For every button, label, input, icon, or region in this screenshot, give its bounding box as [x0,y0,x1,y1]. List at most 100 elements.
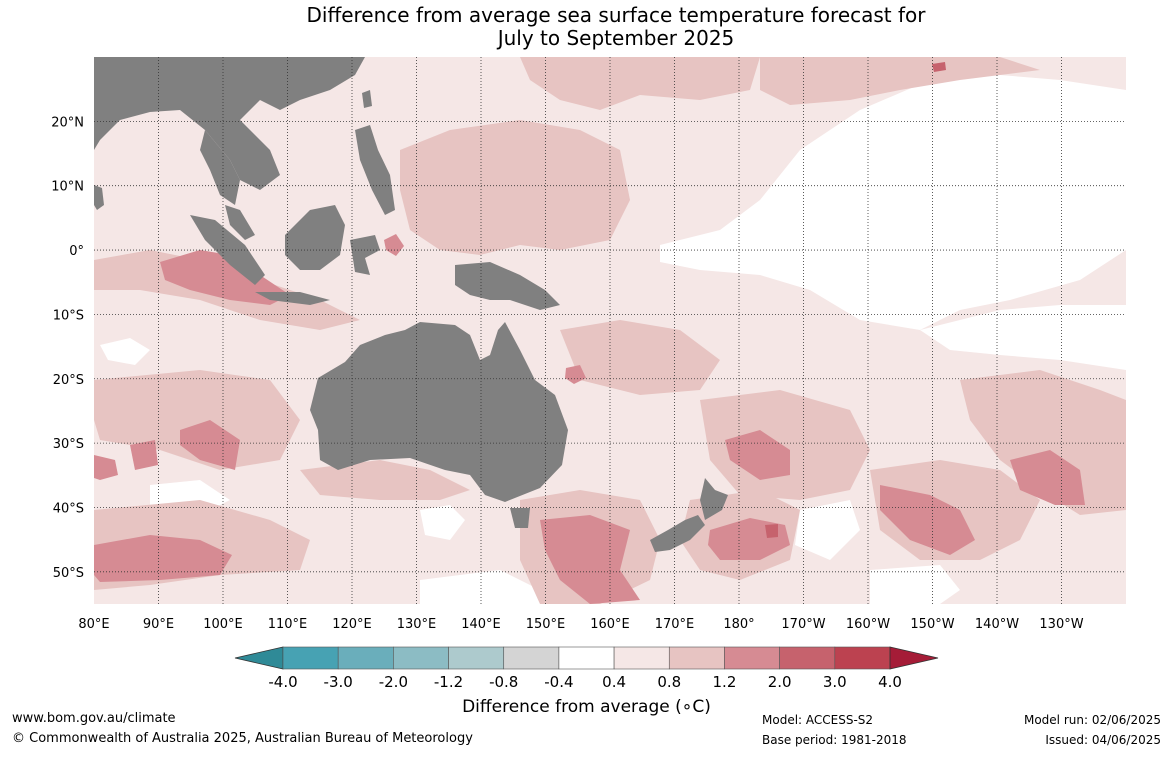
chart-title: Difference from average sea surface temp… [0,4,1173,50]
x-tick-label: 130°E [397,617,437,632]
y-tick-label: 40°S [53,501,84,516]
x-tick-label: 130°W [1039,617,1083,632]
land-sumatra [190,215,265,285]
colorbar-tick-label: -0.4 [544,673,573,691]
anomaly-region-coral-sea [560,320,720,395]
anomaly-region-tasman-sea-warm-patch [540,515,640,604]
anomaly-region-south-pacific-warm-patch [880,485,975,555]
colorbar-tick-labels: -4.0 -3.0 -2.0 -1.2 -0.8 -0.4 0.4 0.8 1.2 2.0 3.0 4… [268,673,902,691]
x-tick-label: 120°E [332,617,372,632]
x-tick-label: 160°E [590,617,630,632]
land-asia [94,57,365,190]
anomaly-region-south-pacific-warm-patch-2 [1010,450,1085,505]
land-sulawesi [350,235,380,275]
y-tick-label: 50°S [53,566,84,581]
colorbar-tick-label: 0.4 [602,673,626,691]
anomaly-region-neutral-south-1 [420,505,465,540]
colorbar-swatch [448,646,505,670]
anomaly-region-indonesia-warm-patch [160,250,290,305]
land-tasmania [510,508,530,528]
land-java [255,292,330,305]
anomaly-region-indian-warm-small-3 [130,440,158,470]
x-tick-label: 180° [723,617,754,632]
colorbar-tick-label: -4.0 [268,673,297,691]
colorbar-extend-low [234,646,284,670]
y-tick-label: 20°S [53,373,84,388]
colorbar-tick-label: 1.2 [713,673,737,691]
anomaly-region-north-pacific-east [760,57,1040,105]
colorbar-swatch [668,646,725,670]
anomaly-region-central-pacific-warm [725,430,790,480]
land-australia [310,322,568,502]
x-tick-label: 140°E [461,617,501,632]
footer-issued: Issued: 04/06/2025 [1045,733,1161,747]
land-nz-south [650,515,705,552]
anomaly-region-coral-warm-small [565,365,586,384]
colorbar-tick-label: -2.0 [379,673,408,691]
colorbar-swatch [834,646,891,670]
colorbar-tick-label: 0.8 [657,673,681,691]
land-nz-north [700,478,728,520]
y-tick-label: 0° [69,244,84,259]
y-tick-labels: 20°N 10°N 0° 10°S 20°S 30°S 40°S 50°S [51,115,84,580]
colorbar-tick-label: -0.8 [489,673,518,691]
colorbar-swatch [282,646,339,670]
anomaly-fill-layer [94,57,1126,604]
anomaly-region-west-pacific-warm-pool [400,120,630,255]
colorbar-swatch [503,646,560,670]
anomaly-region-neutral-south-3 [795,500,860,560]
x-tick-label: 150°W [910,617,954,632]
anomaly-region-neutral-south-indian [100,338,150,365]
anomaly-region-banda-warm-small [384,234,404,256]
land-malay [225,205,255,240]
x-tick-label: 90°E [143,617,174,632]
footer-model: Model: ACCESS-S2 [762,713,874,727]
colorbar-swatch [724,646,780,670]
colorbar-label: Difference from average (∘C) [462,697,711,717]
anomaly-region-south-indian-warm-patch [94,535,232,582]
y-tick-label: 10°N [51,180,84,195]
anomaly-region-hotspot-2 [932,62,946,72]
x-tick-labels: 80°E 90°E 100°E 110°E 120°E 130°E 140°E 150°E 16… [78,617,1083,632]
land-indochina-peninsula [200,130,240,205]
y-tick-label: 10°S [53,308,84,323]
sst-anomaly-map: 80°E 90°E 100°E 110°E 120°E 130°E 140°E 150°E 16… [51,57,1126,632]
colorbar-swatch [779,646,836,670]
chart-title-line1: Difference from average sea surface temp… [306,3,926,27]
chart-title-line2: July to September 2025 [497,26,735,50]
x-tick-label: 80°E [78,617,109,632]
x-tick-label: 100°E [203,617,243,632]
anomaly-region-south-pacific-1 [700,390,870,500]
y-tick-label: 20°N [51,115,84,130]
x-tick-label: 150°E [526,617,566,632]
anomaly-region-neutral-south-4 [870,565,960,604]
x-tick-label: 170°E [655,617,695,632]
x-tick-label: 110°E [268,617,308,632]
land-sri-lanka [94,185,104,210]
colorbar-swatch [613,646,670,670]
anomaly-region-north-pacific [520,57,760,110]
colorbar-extend-high [889,646,939,670]
anomaly-region-indian-warm-small-1 [180,420,240,470]
footer-website: www.bom.gov.au/climate [12,711,176,726]
footer-base-period: Base period: 1981-2018 [762,733,907,747]
land-taiwan [362,90,372,108]
colorbar-swatch [337,646,394,670]
land-philippines [355,125,395,215]
colorbar-swatch [393,646,449,670]
anomaly-region-east-pacific-neutral [660,75,1126,330]
anomaly-region-neutral-south-2 [420,570,540,604]
anomaly-region-hotspot-1 [765,524,778,538]
graticule [94,57,1126,604]
x-tick-label: 160°W [846,617,890,632]
x-tick-label: 140°W [975,617,1019,632]
colorbar-tick-label: 3.0 [823,673,847,691]
colorbar-swatches [234,646,939,670]
y-tick-label: 30°S [53,437,84,452]
colorbar-swatch [558,646,615,670]
anomaly-region-indian-warm-small-2 [94,455,118,480]
colorbar-tick-label: -1.2 [434,673,463,691]
colorbar-tick-label: -3.0 [324,673,353,691]
anomaly-region-neutral-s-pacific [920,305,1126,370]
footer-copyright: © Commonwealth of Australia 2025, Austra… [12,731,473,746]
